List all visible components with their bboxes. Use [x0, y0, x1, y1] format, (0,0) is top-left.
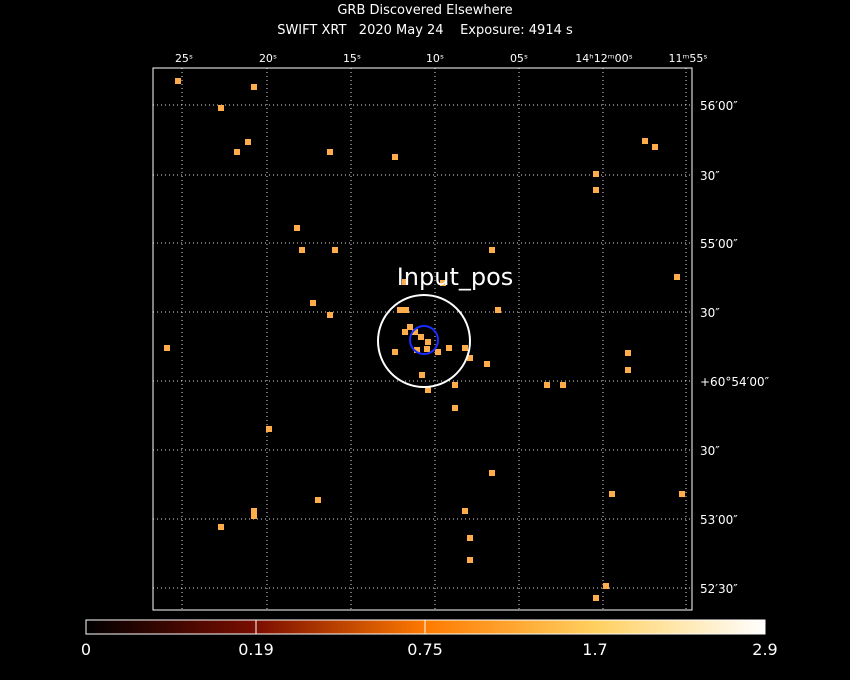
event-pixel — [609, 491, 615, 497]
event-pixel — [402, 329, 408, 335]
event-pixel — [435, 349, 441, 355]
event-pixel — [489, 247, 495, 253]
dec-label: 30″ — [700, 444, 720, 458]
event-pixel — [495, 307, 501, 313]
annotation: Input_pos — [397, 263, 514, 291]
event-pixel — [462, 508, 468, 514]
event-pixel — [625, 367, 631, 373]
event-pixel — [674, 274, 680, 280]
event-pixel — [452, 382, 458, 388]
event-pixel — [299, 247, 305, 253]
dec-label: 30″ — [700, 169, 720, 183]
event-pixel — [467, 535, 473, 541]
event-pixel — [418, 334, 424, 340]
event-pixel — [327, 149, 333, 155]
image-frame — [152, 67, 693, 611]
event-pixel — [424, 346, 430, 352]
labels: 25ˢ 20ˢ 15ˢ 10ˢ 05ˢ 14ʰ12ᵐ00ˢ 11ᵐ55ˢ 56′00″ 30″ 5… — [81, 52, 778, 659]
event-pixel — [652, 144, 658, 150]
event-pixel — [560, 382, 566, 388]
event-pixel — [603, 583, 609, 589]
dec-label: 52′30″ — [700, 582, 738, 596]
event-pixel — [484, 361, 490, 367]
photon-events — [164, 78, 685, 601]
event-pixel — [218, 524, 224, 530]
event-pixel — [467, 355, 473, 361]
dec-label: 30″ — [700, 306, 720, 320]
event-pixel — [425, 339, 431, 345]
event-pixel — [164, 345, 170, 351]
event-pixel — [462, 345, 468, 351]
event-pixel — [266, 426, 272, 432]
event-pixel — [452, 405, 458, 411]
subtitle: SWIFT XRT 2020 May 24 Exposure: 4914 s — [277, 23, 573, 38]
event-pixel — [327, 312, 333, 318]
event-pixel — [402, 279, 408, 285]
error-circle — [409, 325, 439, 355]
ra-label: 05ˢ — [510, 52, 528, 65]
event-pixel — [412, 329, 418, 335]
title: GRB Discovered Elsewhere — [337, 3, 512, 18]
event-pixel — [315, 497, 321, 503]
event-pixel — [440, 280, 446, 286]
event-pixel — [414, 347, 420, 353]
dec-label: +60°54′00″ — [700, 375, 770, 389]
event-pixel — [251, 508, 257, 514]
ra-label: 20ˢ — [259, 52, 277, 65]
event-pixel — [251, 84, 257, 90]
event-pixel — [392, 349, 398, 355]
event-pixel — [642, 138, 648, 144]
event-pixel — [425, 387, 431, 393]
event-pixel — [403, 307, 409, 313]
event-pixel — [251, 513, 257, 519]
event-pixel — [332, 247, 338, 253]
dec-label: 53′00″ — [700, 513, 738, 527]
event-pixel — [679, 491, 685, 497]
event-pixel — [593, 171, 599, 177]
colorbar-label: 0 — [81, 640, 91, 659]
source-circle — [377, 294, 471, 388]
colorbar-label: 1.7 — [582, 640, 607, 659]
event-pixel — [446, 345, 452, 351]
ra-label: 11ᵐ55ˢ — [669, 52, 708, 65]
ra-label: 10ˢ — [426, 52, 444, 65]
colorbar-label: 2.9 — [752, 640, 777, 659]
event-pixel — [593, 595, 599, 601]
event-pixel — [392, 154, 398, 160]
event-pixel — [625, 350, 631, 356]
event-pixel — [175, 78, 181, 84]
ra-label: 14ʰ12ᵐ00ˢ — [575, 52, 632, 65]
event-pixel — [407, 324, 413, 330]
colorbar-label: 0.19 — [238, 640, 274, 659]
event-pixel — [294, 225, 300, 231]
event-pixel — [544, 382, 550, 388]
event-pixel — [593, 187, 599, 193]
event-pixel — [397, 307, 403, 313]
event-pixel — [489, 470, 495, 476]
event-pixel — [419, 372, 425, 378]
event-pixel — [234, 149, 240, 155]
ra-label: 25ˢ — [175, 52, 193, 65]
event-pixel — [310, 300, 316, 306]
ra-label: 15ˢ — [343, 52, 361, 65]
dec-label: 55′00″ — [700, 237, 738, 251]
event-pixel — [467, 557, 473, 563]
event-pixel — [218, 105, 224, 111]
event-pixel — [245, 139, 251, 145]
colorbar-label: 0.75 — [407, 640, 443, 659]
dec-label: 56′00″ — [700, 99, 738, 113]
